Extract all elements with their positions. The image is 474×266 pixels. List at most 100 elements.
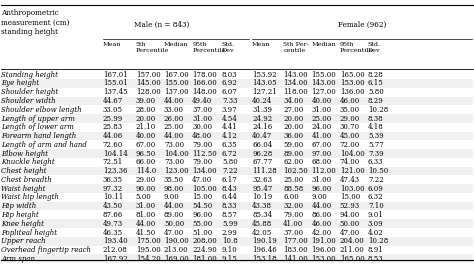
Text: 44.00: 44.00	[164, 97, 184, 105]
Text: 68.00: 68.00	[311, 158, 332, 167]
Text: 9.10: 9.10	[222, 246, 237, 254]
Text: Hip height: Hip height	[1, 211, 39, 219]
Text: Hip width: Hip width	[1, 202, 36, 210]
Text: Shoulder elbow length: Shoulder elbow length	[1, 106, 82, 114]
Text: 8.29: 8.29	[368, 97, 384, 105]
FancyBboxPatch shape	[1, 254, 473, 263]
Text: 102.50: 102.50	[283, 167, 308, 175]
Text: 89.00: 89.00	[283, 150, 303, 158]
FancyBboxPatch shape	[1, 167, 473, 175]
Text: Upper reach: Upper reach	[1, 237, 46, 245]
Text: 6.92: 6.92	[222, 80, 237, 88]
Text: 67.00: 67.00	[311, 141, 332, 149]
Text: 167.00: 167.00	[164, 71, 189, 79]
Text: 7.39: 7.39	[368, 150, 383, 158]
Text: Waist hip length: Waist hip length	[1, 193, 59, 201]
Text: 62.00: 62.00	[283, 158, 303, 167]
Text: 191.00: 191.00	[311, 237, 336, 245]
Text: 8.91: 8.91	[368, 246, 384, 254]
Text: 9.00: 9.00	[311, 193, 327, 201]
Text: 104.00: 104.00	[340, 150, 365, 158]
Text: 21.10: 21.10	[136, 123, 156, 131]
Text: 31.39: 31.39	[252, 106, 272, 114]
Text: 3.09: 3.09	[368, 220, 383, 228]
Text: 5.39: 5.39	[368, 132, 383, 140]
Text: 29.00: 29.00	[340, 115, 360, 123]
Text: 123.36: 123.36	[103, 167, 127, 175]
Text: 34.00: 34.00	[283, 97, 303, 105]
Text: 98.00: 98.00	[164, 185, 184, 193]
Text: 211.00: 211.00	[340, 246, 365, 254]
FancyBboxPatch shape	[1, 79, 473, 88]
Text: 66.04: 66.04	[252, 141, 273, 149]
Text: 88.58: 88.58	[283, 185, 303, 193]
Text: 10.28: 10.28	[368, 106, 388, 114]
Text: 121.00: 121.00	[340, 167, 365, 175]
Text: 36.00: 36.00	[283, 132, 303, 140]
Text: 134.00: 134.00	[283, 80, 308, 88]
Text: Knee height: Knee height	[1, 220, 45, 228]
Text: 196.00: 196.00	[311, 246, 336, 254]
Text: 46.35: 46.35	[103, 228, 123, 236]
Text: 31.00: 31.00	[311, 176, 332, 184]
Text: 8.53: 8.53	[368, 255, 383, 263]
Text: 204.00: 204.00	[340, 237, 365, 245]
Text: 89.00: 89.00	[164, 211, 184, 219]
Text: Mean: Mean	[252, 42, 271, 47]
Text: 167.01: 167.01	[103, 71, 128, 79]
Text: 6.72: 6.72	[222, 150, 237, 158]
Text: Length of upper arm: Length of upper arm	[1, 115, 75, 123]
Text: 165.00: 165.00	[340, 255, 365, 263]
Text: 95.47: 95.47	[252, 185, 273, 193]
Text: 5.80: 5.80	[368, 88, 384, 96]
Text: 7.10: 7.10	[368, 202, 384, 210]
Text: Elbow height: Elbow height	[1, 150, 48, 158]
Text: 178.00: 178.00	[192, 71, 217, 79]
Text: 9.15: 9.15	[222, 255, 237, 263]
Text: 5.80: 5.80	[222, 158, 237, 167]
Text: 10.50: 10.50	[368, 167, 388, 175]
Text: 6.35: 6.35	[222, 141, 237, 149]
Text: 15.00: 15.00	[340, 193, 360, 201]
Text: 73.00: 73.00	[164, 141, 184, 149]
Text: 47.00: 47.00	[164, 228, 184, 236]
Text: 49.73: 49.73	[103, 220, 123, 228]
Text: 50.00: 50.00	[164, 220, 184, 228]
Text: 20.00: 20.00	[283, 123, 303, 131]
Text: Std.
Dev: Std. Dev	[368, 42, 381, 53]
Text: 8.57: 8.57	[222, 211, 237, 219]
Text: 112.50: 112.50	[192, 150, 217, 158]
Text: 127.00: 127.00	[311, 88, 336, 96]
FancyBboxPatch shape	[1, 202, 473, 210]
Text: 175.00: 175.00	[136, 237, 160, 245]
Text: 193.40: 193.40	[103, 237, 128, 245]
Text: 39.00: 39.00	[136, 97, 156, 105]
Text: 36.35: 36.35	[103, 176, 123, 184]
Text: 43.38: 43.38	[252, 202, 272, 210]
Text: 6.44: 6.44	[222, 193, 237, 201]
Text: 33.00: 33.00	[164, 106, 184, 114]
Text: 153.18: 153.18	[252, 255, 277, 263]
Text: 10.8: 10.8	[222, 237, 237, 245]
Text: 43.50: 43.50	[103, 202, 123, 210]
Text: 165.00: 165.00	[340, 71, 365, 79]
Text: 7.22: 7.22	[222, 167, 237, 175]
Text: 72.60: 72.60	[103, 141, 123, 149]
Text: 81.00: 81.00	[136, 211, 156, 219]
Text: 5.99: 5.99	[222, 220, 237, 228]
Text: 148.00: 148.00	[192, 88, 217, 96]
Text: 72.00: 72.00	[340, 141, 360, 149]
Text: 8.03: 8.03	[222, 71, 237, 79]
Text: 7.33: 7.33	[222, 97, 237, 105]
Text: Overhead fingertip reach: Overhead fingertip reach	[1, 246, 91, 254]
Text: 8.43: 8.43	[222, 185, 237, 193]
Text: 41.00: 41.00	[283, 220, 303, 228]
Text: 31.00: 31.00	[192, 115, 212, 123]
Text: Eye height: Eye height	[1, 80, 40, 88]
Text: 25.99: 25.99	[103, 115, 123, 123]
FancyBboxPatch shape	[1, 114, 473, 123]
Text: 47.00: 47.00	[192, 176, 212, 184]
Text: 50.00: 50.00	[340, 220, 360, 228]
Text: 143.00: 143.00	[283, 71, 308, 79]
Text: Shoulder height: Shoulder height	[1, 88, 59, 96]
